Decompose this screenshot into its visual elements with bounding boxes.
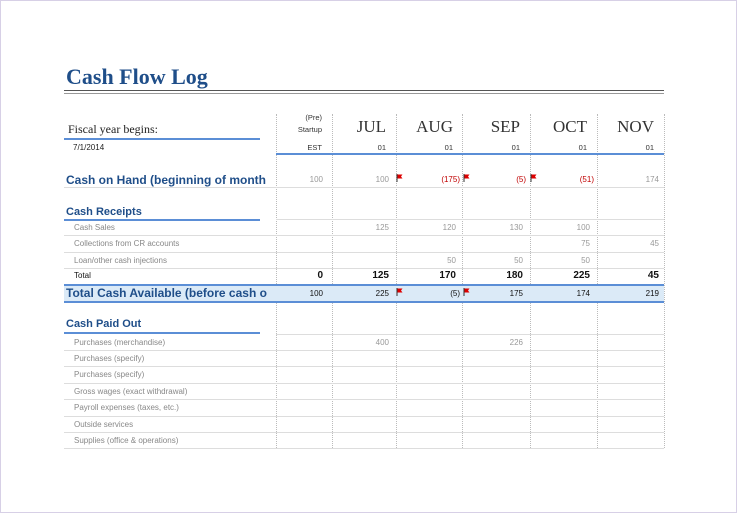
cell[interactable]: 400 [375, 338, 389, 347]
cell[interactable]: 219 [645, 289, 659, 298]
month-sub: 01 [444, 143, 453, 152]
row-line [276, 219, 664, 220]
total-cash-band [64, 285, 664, 302]
fiscal-year-label: Fiscal year begins: [68, 122, 158, 136]
cell[interactable]: (175) [441, 175, 460, 184]
cell[interactable]: (5) [450, 289, 460, 298]
cell[interactable]: 225 [573, 270, 590, 281]
row-line [64, 383, 664, 384]
cell[interactable]: 100 [309, 175, 323, 184]
cell[interactable]: 174 [645, 175, 659, 184]
row-label: Collections from CR accounts [74, 239, 180, 248]
row-line [64, 252, 664, 253]
cell[interactable]: 100 [375, 175, 389, 184]
cell[interactable]: 75 [581, 239, 590, 248]
band-bottom-rule [64, 301, 664, 303]
col-sep [530, 114, 531, 448]
cash-on-hand-label: Cash on Hand (beginning of month [66, 173, 266, 187]
row-line [64, 235, 664, 236]
cell[interactable]: 170 [439, 270, 456, 281]
cell[interactable]: 50 [581, 256, 590, 265]
row-line [64, 350, 664, 351]
row-line [276, 334, 664, 335]
row-line [64, 187, 664, 188]
row-line [64, 448, 664, 449]
cell[interactable]: 100 [576, 223, 590, 232]
cell[interactable]: (51) [579, 175, 594, 184]
row-line [64, 432, 664, 433]
row-label: Cash Sales [74, 223, 115, 232]
cell[interactable]: 175 [509, 289, 523, 298]
col-sep [396, 114, 397, 448]
title-underline [64, 90, 664, 91]
section-underline [64, 332, 260, 334]
col-sep [664, 114, 665, 448]
fiscal-underline [64, 138, 260, 140]
section-underline [64, 219, 260, 221]
month-sub: 01 [645, 143, 654, 152]
row-line [64, 268, 664, 269]
flag-icon [463, 288, 470, 296]
cell[interactable]: 120 [442, 223, 456, 232]
row-line [64, 366, 664, 367]
pre-header-1: (Pre) [305, 113, 322, 122]
flag-icon [396, 174, 403, 182]
col-sep [332, 114, 333, 448]
row-label: Gross wages (exact withdrawal) [74, 387, 188, 396]
flag-icon [530, 174, 537, 182]
band-top-rule [64, 284, 664, 286]
cell[interactable]: 125 [375, 223, 389, 232]
cell[interactable]: 50 [514, 256, 523, 265]
month-sub: 01 [578, 143, 587, 152]
month-sub: 01 [511, 143, 520, 152]
cell[interactable]: 130 [509, 223, 523, 232]
flag-icon [396, 288, 403, 296]
title-underline-2 [64, 93, 664, 94]
page-title: Cash Flow Log [66, 64, 208, 89]
row-label: Purchases (specify) [74, 354, 145, 363]
month-oct: OCT [553, 117, 587, 136]
header-underline [276, 153, 664, 155]
row-label: Outside services [74, 420, 134, 429]
cell[interactable]: (5) [516, 175, 526, 184]
pre-sub: EST [307, 143, 322, 152]
month-nov: NOV [617, 117, 654, 136]
cell[interactable]: 50 [447, 256, 456, 265]
row-line [64, 399, 664, 400]
cash-receipts-title: Cash Receipts [66, 206, 142, 218]
pre-header-2: Startup [297, 125, 322, 134]
cell[interactable]: 226 [509, 338, 523, 347]
row-label: Purchases (merchandise) [74, 338, 166, 347]
row-label: Loan/other cash injections [74, 256, 167, 265]
cell[interactable]: 0 [317, 270, 323, 281]
month-sub: 01 [377, 143, 386, 152]
cell[interactable]: 180 [506, 270, 523, 281]
row-label: Purchases (specify) [74, 370, 145, 379]
fiscal-year-date[interactable]: 7/1/2014 [73, 143, 105, 152]
total-label: Total [74, 271, 91, 280]
cell[interactable]: 174 [576, 289, 590, 298]
row-line [64, 416, 664, 417]
cell[interactable]: 225 [375, 289, 389, 298]
month-sep: SEP [490, 117, 520, 136]
cell[interactable]: 45 [650, 239, 659, 248]
col-sep [462, 114, 463, 448]
col-sep [597, 114, 598, 448]
flag-icon [463, 174, 470, 182]
row-label: Supplies (office & operations) [74, 436, 179, 445]
month-jul: JUL [356, 117, 386, 136]
cash-paid-out-title: Cash Paid Out [66, 318, 142, 330]
col-sep [276, 114, 277, 448]
total-cash-available-label: Total Cash Available (before cash o [66, 286, 267, 300]
month-aug: AUG [416, 117, 453, 136]
cell[interactable]: 45 [647, 270, 659, 281]
cell[interactable]: 100 [309, 289, 323, 298]
row-label: Payroll expenses (taxes, etc.) [74, 403, 179, 412]
cell[interactable]: 125 [372, 270, 389, 281]
